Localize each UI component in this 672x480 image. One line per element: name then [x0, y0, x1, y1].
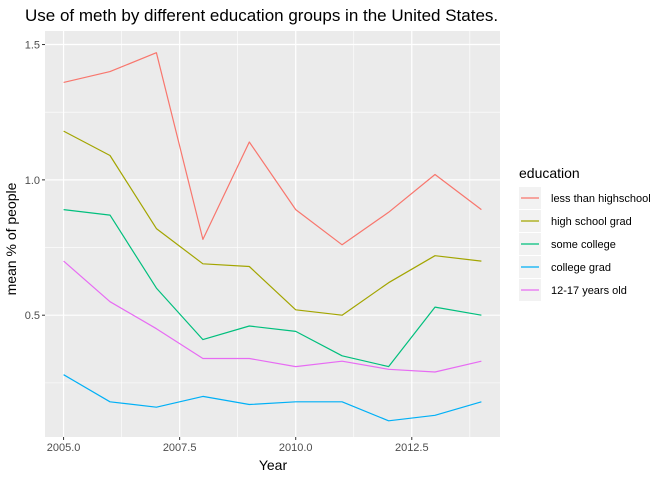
- series-line-1: [63, 130, 482, 316]
- legend-title: education: [519, 165, 580, 181]
- legend-label: 12-17 years old: [551, 285, 627, 297]
- series-line-0: [63, 52, 482, 246]
- chart-title: Use of meth by different education group…: [25, 6, 498, 25]
- x-axis-title: Year: [259, 457, 288, 473]
- legend: education less than highschool high schoo…: [519, 165, 651, 301]
- series-lines: [63, 52, 482, 422]
- major-gridlines: [45, 31, 500, 437]
- legend-label: less than highschool: [551, 193, 651, 205]
- y-tick-label: 1.0: [25, 175, 40, 187]
- y-tick-label: 0.5: [25, 310, 40, 322]
- series-line-2: [63, 209, 482, 368]
- legend-label: college grad: [551, 262, 611, 274]
- x-tick-label: 2012.5: [395, 442, 429, 454]
- minor-gridlines: [45, 31, 500, 437]
- x-tick-label: 2010.0: [279, 442, 313, 454]
- x-tick-label: 2005.0: [47, 442, 81, 454]
- y-axis-title: mean % of people: [3, 182, 19, 295]
- x-axis: 2005.0 2007.5 2010.0 2012.5: [47, 437, 429, 454]
- legend-label: some college: [551, 239, 616, 251]
- y-tick-label: 1.5: [25, 40, 40, 52]
- x-tick-label: 2007.5: [163, 442, 197, 454]
- series-line-4: [63, 260, 482, 373]
- plot-panel: [45, 31, 500, 437]
- legend-label: high school grad: [551, 216, 632, 228]
- series-line-3: [63, 374, 482, 422]
- y-axis: 0.5 1.0 1.5: [25, 40, 45, 322]
